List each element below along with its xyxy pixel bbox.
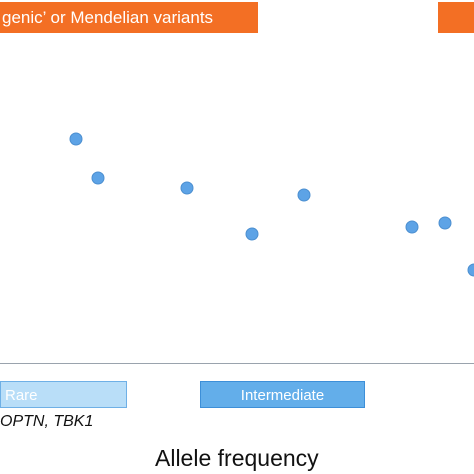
rare-category-box: Rare	[0, 381, 127, 408]
gene-list-text: OPTN, TBK1	[0, 413, 94, 430]
data-point-3	[180, 181, 194, 195]
rare-label: Rare	[5, 387, 38, 404]
data-point-7	[438, 216, 452, 230]
intermediate-label: Intermediate	[240, 387, 325, 404]
x-axis-line	[0, 363, 474, 364]
x-axis-label: Allele frequency	[155, 445, 319, 471]
data-point-5	[297, 188, 311, 202]
intermediate-category-box: Intermediate	[200, 381, 365, 408]
data-point-4	[245, 227, 259, 241]
data-point-6	[405, 220, 419, 234]
data-point-1	[69, 132, 83, 146]
right-banner	[438, 2, 474, 33]
data-point-2	[91, 171, 105, 185]
pathogenic-variants-banner: genic’ or Mendelian variants	[0, 2, 258, 33]
data-point-8	[467, 263, 474, 277]
